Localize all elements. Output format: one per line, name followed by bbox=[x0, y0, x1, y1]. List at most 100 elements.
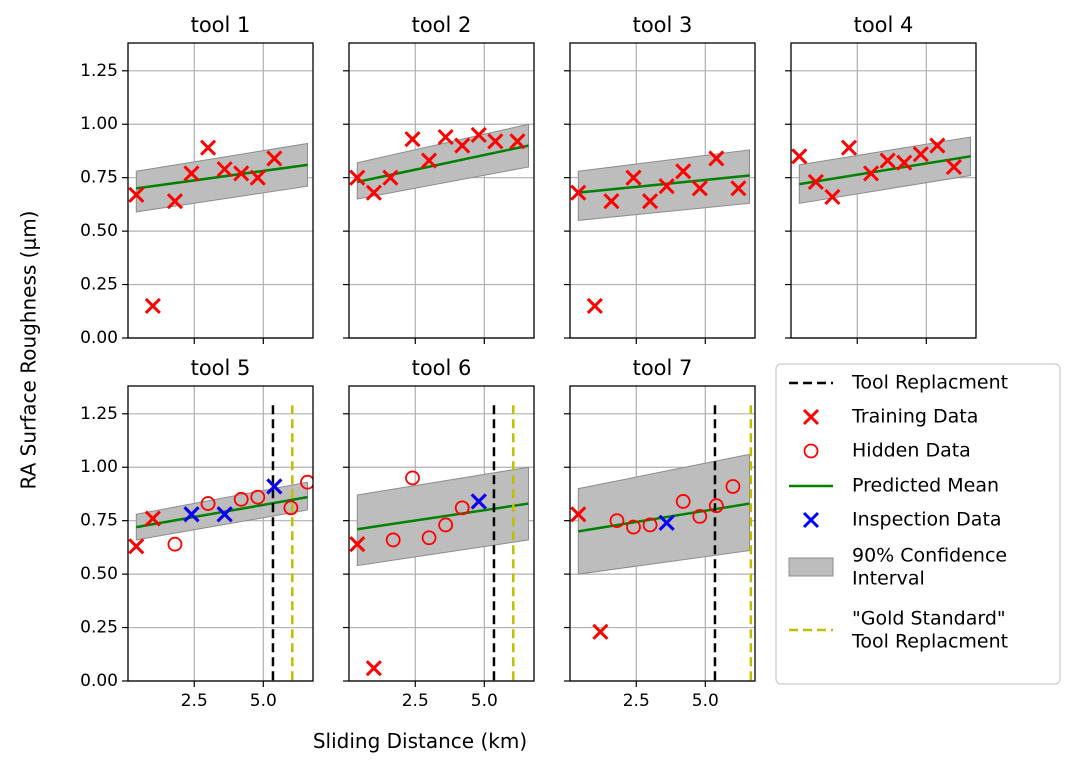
axes-frame bbox=[569, 42, 756, 339]
legend-label-line: Tool Replacment bbox=[851, 631, 1008, 653]
panel-tool-1: 0.00 0.25 0.50 0.75 1.00 1.25 tool 1 bbox=[80, 13, 314, 348]
training-data-point-stroke-b bbox=[233, 165, 250, 182]
training-data-point bbox=[509, 133, 526, 150]
training-data-point bbox=[128, 186, 145, 203]
inspection-data-point bbox=[658, 514, 675, 531]
training-data-point bbox=[586, 297, 603, 314]
hidden-data-point bbox=[454, 500, 470, 516]
training-data-point-stroke-b bbox=[349, 536, 366, 553]
inspection-data-point bbox=[183, 506, 200, 523]
x-axis-label: Sliding Distance (km) bbox=[313, 729, 527, 753]
training-data-point bbox=[625, 169, 642, 186]
training-data-point bbox=[945, 158, 962, 176]
legend-item-tool_replacement: Tool Replacment bbox=[789, 372, 1008, 394]
training-data-point bbox=[487, 133, 504, 150]
training-data-point bbox=[791, 148, 808, 165]
y-tick-label: 0.50 bbox=[80, 221, 118, 241]
training-data-point-stroke-b bbox=[807, 173, 824, 191]
training-data-point bbox=[929, 137, 946, 154]
legend-handle-x-stroke-b bbox=[802, 408, 820, 426]
hidden-data-point bbox=[642, 517, 658, 533]
x-tick-label: 5.0 bbox=[250, 691, 277, 711]
y-tick-label: 1.00 bbox=[80, 457, 118, 477]
training-data-point bbox=[349, 536, 366, 553]
training-data-point-stroke-b bbox=[570, 506, 587, 523]
legend-item-gold: "Gold Standard"Tool Replacment bbox=[789, 608, 1008, 653]
x-tick-label: 2.5 bbox=[623, 691, 650, 711]
inspection-data-point bbox=[470, 493, 487, 510]
y-tick-label: 0.75 bbox=[80, 511, 118, 531]
inspection-data-point-stroke-b bbox=[470, 493, 487, 510]
training-data-point bbox=[603, 193, 620, 210]
legend-label: Hidden Data bbox=[852, 440, 971, 462]
training-data-point bbox=[266, 150, 283, 167]
panel-tool-6: 2.5 5.0 tool 6 bbox=[343, 356, 535, 711]
training-data-point bbox=[691, 180, 708, 197]
training-data-point bbox=[470, 126, 487, 143]
training-data-point-stroke-b bbox=[863, 165, 880, 182]
panel-title: tool 3 bbox=[633, 13, 693, 37]
panel-tool-4: tool 4 bbox=[785, 13, 977, 344]
confidence-band bbox=[356, 123, 529, 200]
x-tick-label: 2.5 bbox=[181, 691, 208, 711]
legend-handle-patch bbox=[788, 557, 834, 577]
training-data-point bbox=[365, 660, 382, 677]
legend-handle-x bbox=[802, 408, 820, 426]
panel-tool-2: tool 2 bbox=[343, 13, 535, 344]
training-data-point bbox=[912, 146, 929, 163]
predicted-mean-line bbox=[357, 144, 529, 184]
y-tick-label: 0.25 bbox=[80, 275, 118, 295]
training-data-point-stroke-b bbox=[382, 169, 399, 186]
legend-label: Tool Replacment bbox=[851, 372, 1008, 394]
training-data-point bbox=[437, 128, 454, 146]
y-tick-label: 1.25 bbox=[80, 404, 118, 424]
training-data-point bbox=[840, 139, 858, 156]
training-data-point-stroke-b bbox=[470, 126, 487, 143]
x-tick-label: 5.0 bbox=[471, 691, 498, 711]
axes-frame bbox=[348, 385, 535, 682]
hidden-data-point bbox=[283, 500, 299, 516]
legend-label: Inspection Data bbox=[852, 509, 1002, 531]
x-tick-label: 2.5 bbox=[402, 691, 429, 711]
legend-item-inspection: Inspection Data bbox=[802, 509, 1002, 531]
hidden-data-point bbox=[725, 479, 741, 494]
axes-frame bbox=[127, 385, 314, 682]
training-data-point-stroke-b bbox=[166, 193, 184, 210]
panel-title: tool 2 bbox=[412, 13, 472, 37]
training-data-point-stroke-b bbox=[691, 180, 708, 197]
hidden-data-point bbox=[200, 496, 216, 511]
training-data-point-stroke-b bbox=[896, 154, 913, 171]
training-data-point bbox=[570, 184, 587, 201]
training-data-point bbox=[824, 188, 841, 205]
training-data-point-stroke-b bbox=[249, 169, 266, 186]
hidden-data-point bbox=[708, 498, 724, 514]
training-data-point-stroke-b bbox=[570, 184, 587, 201]
training-data-point bbox=[200, 139, 217, 156]
y-tick-label: 0.00 bbox=[80, 328, 118, 348]
inspection-data-point-stroke-b bbox=[183, 506, 200, 523]
inspection-data-point bbox=[266, 478, 283, 495]
training-data-point bbox=[896, 154, 913, 171]
training-data-point bbox=[642, 193, 659, 210]
panel-title: tool 1 bbox=[191, 13, 251, 37]
hidden-data-point bbox=[405, 470, 420, 486]
training-data-point-stroke-b bbox=[658, 178, 675, 195]
panel-title: tool 4 bbox=[854, 13, 914, 37]
training-data-point bbox=[863, 165, 880, 182]
training-data-point bbox=[382, 169, 399, 186]
training-data-point-stroke-b bbox=[216, 161, 233, 178]
training-data-point-stroke-b bbox=[349, 169, 366, 186]
inspection-data-point bbox=[216, 506, 233, 523]
panel-tool-3: tool 3 bbox=[564, 13, 756, 344]
predicted-mean-line bbox=[136, 163, 308, 190]
training-data-point-stroke-b bbox=[421, 152, 438, 169]
training-data-point-stroke-b bbox=[365, 184, 382, 201]
hidden-data-point bbox=[609, 513, 625, 529]
hidden-data-point bbox=[675, 494, 691, 509]
training-data-point-stroke-b bbox=[929, 137, 946, 154]
y-tick-label: 0.50 bbox=[80, 564, 118, 584]
training-data-point-stroke-b bbox=[128, 186, 145, 203]
training-data-point-stroke-b bbox=[840, 139, 858, 156]
training-data-point-stroke-b bbox=[586, 297, 603, 314]
